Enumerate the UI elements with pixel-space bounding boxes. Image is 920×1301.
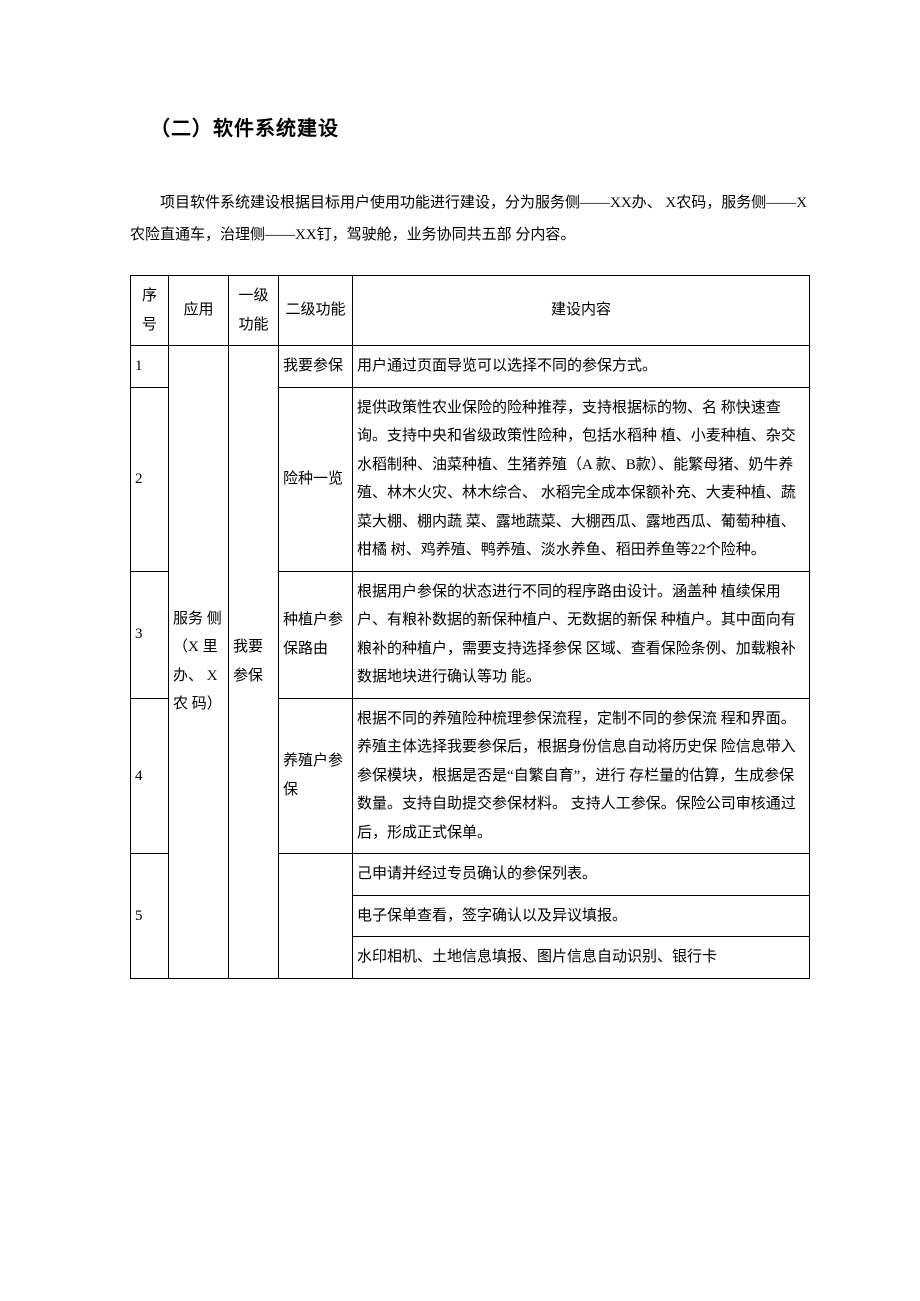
intro-paragraph: 项目软件系统建设根据目标用户使用功能进行建设，分为服务侧——XX办、 X农码，服… xyxy=(130,188,810,251)
cell-desc: 电子保单查看，签字确认以及异议填报。 xyxy=(353,895,810,937)
cell-desc: 水印相机、土地信息填报、图片信息自动识别、银行卡 xyxy=(353,937,810,979)
cell-app: 服务 侧（X 里办、 X 农 码） xyxy=(169,346,229,979)
cell-seq: 1 xyxy=(131,346,169,388)
cell-desc: 用户通过页面导览可以选择不同的参保方式。 xyxy=(353,346,810,388)
header-lvl1: 一级功能 xyxy=(229,276,279,346)
cell-desc: 根据用户参保的状态进行不同的程序路由设计。涵盖种 植续保用户、有粮补数据的新保种… xyxy=(353,571,810,698)
cell-desc: 根据不同的养殖险种梳理参保流程，定制不同的参保流 程和界面。 养殖主体选择我要参… xyxy=(353,698,810,854)
header-lvl2: 二级功能 xyxy=(279,276,353,346)
cell-seq: 5 xyxy=(131,854,169,979)
page: （二）软件系统建设 项目软件系统建设根据目标用户使用功能进行建设，分为服务侧——… xyxy=(0,0,920,1301)
cell-lvl1: 我要参保 xyxy=(229,346,279,979)
table-row: 1 服务 侧（X 里办、 X 农 码） 我要参保 我要参保 用户通过页面导览可以… xyxy=(131,346,810,388)
cell-lvl2: 险种一览 xyxy=(279,387,353,571)
header-seq: 序号 xyxy=(131,276,169,346)
cell-desc: 提供政策性农业保险的险种推荐，支持根据标的物、名 称快速查询。支持中央和省级政策… xyxy=(353,387,810,571)
section-heading: （二）软件系统建设 xyxy=(150,110,810,148)
cell-seq: 3 xyxy=(131,571,169,698)
cell-lvl2: 种植户参保路由 xyxy=(279,571,353,698)
cell-lvl2: 我要参保 xyxy=(279,346,353,388)
cell-lvl2 xyxy=(279,854,353,979)
cell-desc: 己申请并经过专员确认的参保列表。 xyxy=(353,854,810,896)
table-header-row: 序号 应用 一级功能 二级功能 建设内容 xyxy=(131,276,810,346)
header-desc: 建设内容 xyxy=(353,276,810,346)
spec-table: 序号 应用 一级功能 二级功能 建设内容 1 服务 侧（X 里办、 X 农 码）… xyxy=(130,275,810,979)
cell-seq: 2 xyxy=(131,387,169,571)
header-app: 应用 xyxy=(169,276,229,346)
cell-lvl2: 养殖户参保 xyxy=(279,698,353,854)
cell-seq: 4 xyxy=(131,698,169,854)
